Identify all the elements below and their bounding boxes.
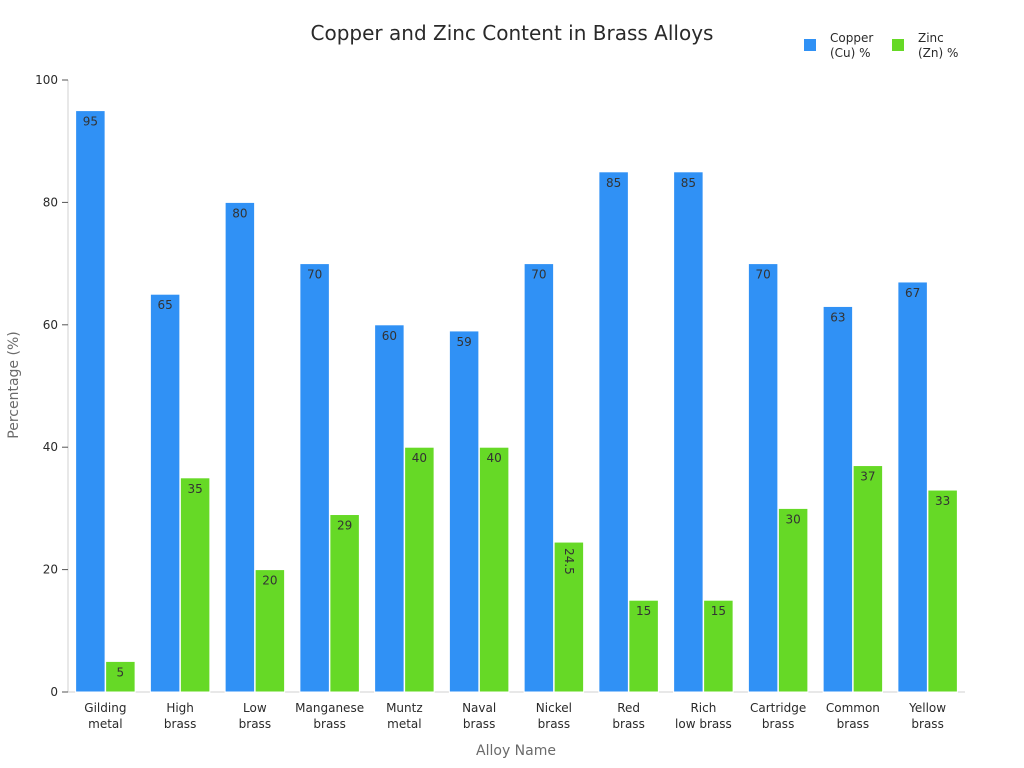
x-tick-label: metal xyxy=(88,717,122,731)
bar-value-label: 70 xyxy=(307,268,322,282)
bar xyxy=(75,110,106,693)
bar xyxy=(224,201,256,693)
bar-value-label: 85 xyxy=(681,176,696,190)
bar xyxy=(628,599,659,693)
x-tick-label: Yellow xyxy=(908,701,946,715)
plot-area: 0 20 40 60 80 100 Gilding metal 95 5 High brass 65 35… xyxy=(35,73,965,731)
bar-value-label: 40 xyxy=(486,451,501,465)
y-tick-label: 20 xyxy=(43,563,58,577)
x-tick-label: Low xyxy=(243,701,267,715)
x-tick-label: Naval xyxy=(462,701,496,715)
x-tick-label: Rich xyxy=(690,701,716,715)
legend-label: Zinc xyxy=(918,31,944,45)
bar-value-label: 60 xyxy=(382,329,397,343)
bar xyxy=(149,293,181,693)
bar xyxy=(673,171,704,693)
bar-value-label: 33 xyxy=(935,494,950,508)
legend: Copper(Cu) % Zinc(Zn) % xyxy=(804,31,958,60)
x-tick-label: brass xyxy=(612,717,644,731)
bar-value-label: 70 xyxy=(531,268,546,282)
legend-swatch xyxy=(892,39,904,51)
x-tick-label: Red xyxy=(617,701,640,715)
bar xyxy=(478,446,510,693)
bar xyxy=(523,263,555,693)
bar xyxy=(777,507,809,693)
x-tick-label: Muntz xyxy=(386,701,423,715)
legend-label: (Cu) % xyxy=(830,46,871,60)
y-tick-label: 80 xyxy=(43,195,58,209)
bar-value-label: 80 xyxy=(232,206,247,220)
bar xyxy=(105,660,136,693)
bar-value-label: 24.5 xyxy=(562,548,576,575)
x-tick-label: Manganese xyxy=(295,701,364,715)
bar-value-label: 35 xyxy=(187,482,202,496)
bar-value-label: 15 xyxy=(711,604,726,618)
bar xyxy=(852,465,884,693)
y-tick-label: 0 xyxy=(50,685,58,699)
bar xyxy=(927,489,958,693)
x-axis-title: Alloy Name xyxy=(476,743,556,759)
bar xyxy=(374,324,405,693)
x-tick-label: brass xyxy=(538,717,570,731)
bar-value-label: 5 xyxy=(117,665,125,679)
bar xyxy=(747,263,779,693)
x-tick-label: brass xyxy=(239,717,271,731)
y-axis-title: Percentage (%) xyxy=(6,331,22,438)
x-tick-label: brass xyxy=(762,717,794,731)
bar-value-label: 20 xyxy=(262,574,277,588)
x-tick-label: Nickel xyxy=(536,701,572,715)
y-tick-label: 60 xyxy=(43,318,58,332)
bar-value-label: 65 xyxy=(157,298,172,312)
x-tick-label: metal xyxy=(387,717,421,731)
x-tick-label: Cartridge xyxy=(750,701,806,715)
x-tick-label: Common xyxy=(826,701,880,715)
bar-value-label: 67 xyxy=(905,286,920,300)
bar xyxy=(703,599,734,693)
bar xyxy=(553,541,585,693)
bar xyxy=(897,281,928,693)
bar xyxy=(448,330,480,693)
legend-swatch xyxy=(804,39,816,51)
y-tick-label: 40 xyxy=(43,440,58,454)
x-tick-label: High xyxy=(166,701,194,715)
bar xyxy=(822,305,854,693)
bar-value-label: 63 xyxy=(830,310,845,324)
bar-value-label: 40 xyxy=(412,451,427,465)
y-tick-label: 100 xyxy=(35,73,58,87)
chart-title: Copper and Zinc Content in Brass Alloys xyxy=(311,21,714,45)
x-tick-label: brass xyxy=(837,717,869,731)
bar-value-label: 70 xyxy=(755,268,770,282)
bar-value-label: 15 xyxy=(636,604,651,618)
x-tick-label: Gilding xyxy=(84,701,126,715)
bar xyxy=(598,171,629,693)
x-tick-label: brass xyxy=(911,717,943,731)
legend-label: (Zn) % xyxy=(918,46,958,60)
bar-value-label: 29 xyxy=(337,519,352,533)
bar xyxy=(329,514,360,693)
bar xyxy=(299,263,330,693)
bar-value-label: 95 xyxy=(83,115,98,129)
x-tick-label: brass xyxy=(164,717,196,731)
bar xyxy=(254,569,286,693)
legend-label: Copper xyxy=(830,31,873,45)
bar-value-label: 85 xyxy=(606,176,621,190)
x-tick-label: low brass xyxy=(675,717,732,731)
bar-value-label: 59 xyxy=(456,335,471,349)
bar-value-label: 30 xyxy=(785,512,800,526)
bar-value-label: 37 xyxy=(860,470,875,484)
x-tick-label: brass xyxy=(463,717,495,731)
x-tick-label: brass xyxy=(313,717,345,731)
bar xyxy=(404,446,435,693)
bar xyxy=(179,477,211,693)
